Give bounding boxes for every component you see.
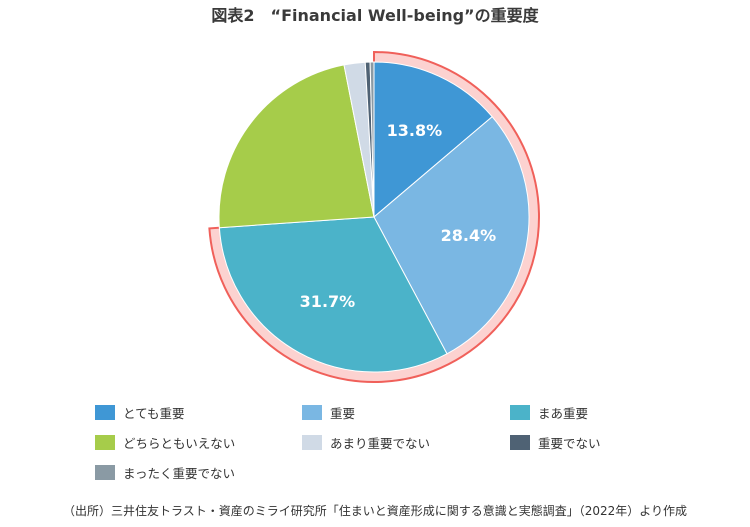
legend-item: とても重要 bbox=[95, 403, 185, 422]
pie-slice bbox=[218, 216, 448, 373]
pie-chart: 13.8% 28.4% 31.7% bbox=[208, 50, 540, 383]
legend-swatch bbox=[95, 405, 115, 420]
chart-title: 図表2 “Financial Well-being”の重要度 bbox=[211, 6, 539, 25]
source-note: （出所）三井住友トラスト・資産のミライ研究所「住まいと資産形成に関する意識と実態… bbox=[62, 504, 688, 518]
legend-label: 重要 bbox=[330, 406, 356, 421]
pie-slice bbox=[218, 64, 375, 229]
data-label: 28.4% bbox=[441, 226, 497, 245]
legend-swatch bbox=[510, 405, 530, 420]
pie-slice bbox=[373, 61, 493, 219]
legend-label: まあ重要 bbox=[538, 406, 589, 421]
legend-item: あまり重要でない bbox=[302, 433, 430, 452]
data-label: 13.8% bbox=[387, 121, 443, 140]
legend-item: どちらともいえない bbox=[95, 433, 235, 452]
legend-swatch bbox=[510, 435, 530, 450]
legend-label: まったく重要でない bbox=[123, 466, 236, 481]
pie-slice bbox=[373, 116, 530, 355]
legend-swatch bbox=[95, 465, 115, 480]
legend-item: まったく重要でない bbox=[95, 463, 235, 482]
legend-label: 重要でない bbox=[538, 436, 601, 451]
legend-item: 重要でない bbox=[510, 433, 601, 452]
legend-swatch bbox=[302, 435, 322, 450]
legend-label: どちらともいえない bbox=[123, 436, 236, 451]
legend-item: 重要 bbox=[302, 403, 355, 422]
legend-swatch bbox=[95, 435, 115, 450]
legend-item: まあ重要 bbox=[510, 403, 588, 422]
data-label: 31.7% bbox=[300, 292, 356, 311]
pie-slice bbox=[369, 61, 375, 218]
legend-label: とても重要 bbox=[123, 406, 185, 421]
legend-label: あまり重要でない bbox=[330, 436, 431, 451]
legend-swatch bbox=[302, 405, 322, 420]
